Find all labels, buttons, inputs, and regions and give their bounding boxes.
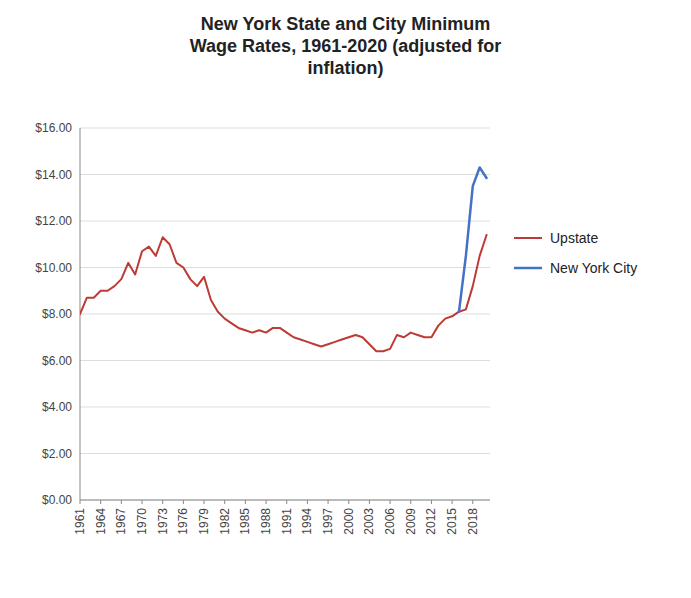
axes: $0.00 $2.00 $4.00 $6.00 $8.00 $10.00 $12.00 $14… [35, 121, 490, 535]
grid-line [80, 314, 490, 315]
x-tick-label: 1964 [94, 508, 108, 535]
series-line [459, 168, 487, 312]
y-tick-label: $2.00 [42, 447, 72, 461]
x-tick [286, 500, 287, 504]
x-tick-label: 1976 [176, 508, 190, 535]
y-tick-label: $8.00 [42, 307, 72, 321]
x-tick-label: 1997 [321, 508, 335, 535]
x-tick-label: 1982 [218, 508, 232, 535]
x-axis-line [80, 500, 490, 501]
y-tick-label: $10.00 [35, 261, 72, 275]
x-tick-label: 1985 [238, 508, 252, 535]
x-tick-label: 1970 [135, 508, 149, 535]
x-tick-label: 1961 [73, 508, 87, 535]
chart: New York State and City MinimumWage Rate… [0, 0, 691, 598]
y-tick-label: $14.00 [35, 168, 72, 182]
title-line: New York State and City Minimum [201, 14, 490, 34]
y-tick-label: $4.00 [42, 400, 72, 414]
grid-line [80, 407, 490, 408]
x-tick-label: 2003 [362, 508, 376, 535]
x-tick [100, 500, 101, 504]
x-tick-label: 1967 [114, 508, 128, 535]
x-tick [204, 500, 205, 504]
title-line: inflation) [308, 58, 384, 78]
x-tick-label: 1994 [300, 508, 314, 535]
x-tick-label: 2015 [445, 508, 459, 535]
legend-label: New York City [550, 260, 637, 276]
grid-line [80, 360, 490, 361]
grid-line [80, 174, 490, 175]
x-tick [224, 500, 225, 504]
grid [80, 128, 490, 500]
x-tick [245, 500, 246, 504]
legend: Upstate New York City [514, 230, 637, 276]
x-tick-label: 1988 [259, 508, 273, 535]
grid-line [80, 128, 490, 129]
x-tick-label: 1973 [156, 508, 170, 535]
x-tick [452, 500, 453, 504]
x-tick-label: 2009 [404, 508, 418, 535]
x-tick-label: 1991 [280, 508, 294, 535]
x-tick [162, 500, 163, 504]
x-tick [121, 500, 122, 504]
title: New York State and City MinimumWage Rate… [190, 14, 501, 78]
x-tick [183, 500, 184, 504]
x-tick [80, 500, 81, 504]
title-line: Wage Rates, 1961-2020 (adjusted for [190, 36, 501, 56]
x-tick-label: 2018 [466, 508, 480, 535]
x-tick-label: 2006 [383, 508, 397, 535]
x-tick [410, 500, 411, 504]
y-tick-label: $6.00 [42, 354, 72, 368]
y-tick-label: $12.00 [35, 214, 72, 228]
y-tick-label: $16.00 [35, 121, 72, 135]
x-tick [348, 500, 349, 504]
legend-swatch [514, 267, 542, 270]
x-tick [369, 500, 370, 504]
grid-line [80, 453, 490, 454]
x-tick [431, 500, 432, 504]
y-tick-label: $0.00 [42, 493, 72, 507]
x-tick [307, 500, 308, 504]
series-group [80, 168, 487, 352]
series-line [80, 235, 487, 351]
x-tick-label: 2000 [342, 508, 356, 535]
x-tick [390, 500, 391, 504]
legend-label: Upstate [550, 230, 598, 246]
x-tick-label: 1979 [197, 508, 211, 535]
x-tick [472, 500, 473, 504]
grid-line [80, 267, 490, 268]
x-tick-label: 2012 [424, 508, 438, 535]
x-tick [266, 500, 267, 504]
grid-line [80, 221, 490, 222]
x-tick [142, 500, 143, 504]
x-tick [328, 500, 329, 504]
legend-swatch [514, 237, 542, 239]
grid-line [80, 500, 490, 501]
